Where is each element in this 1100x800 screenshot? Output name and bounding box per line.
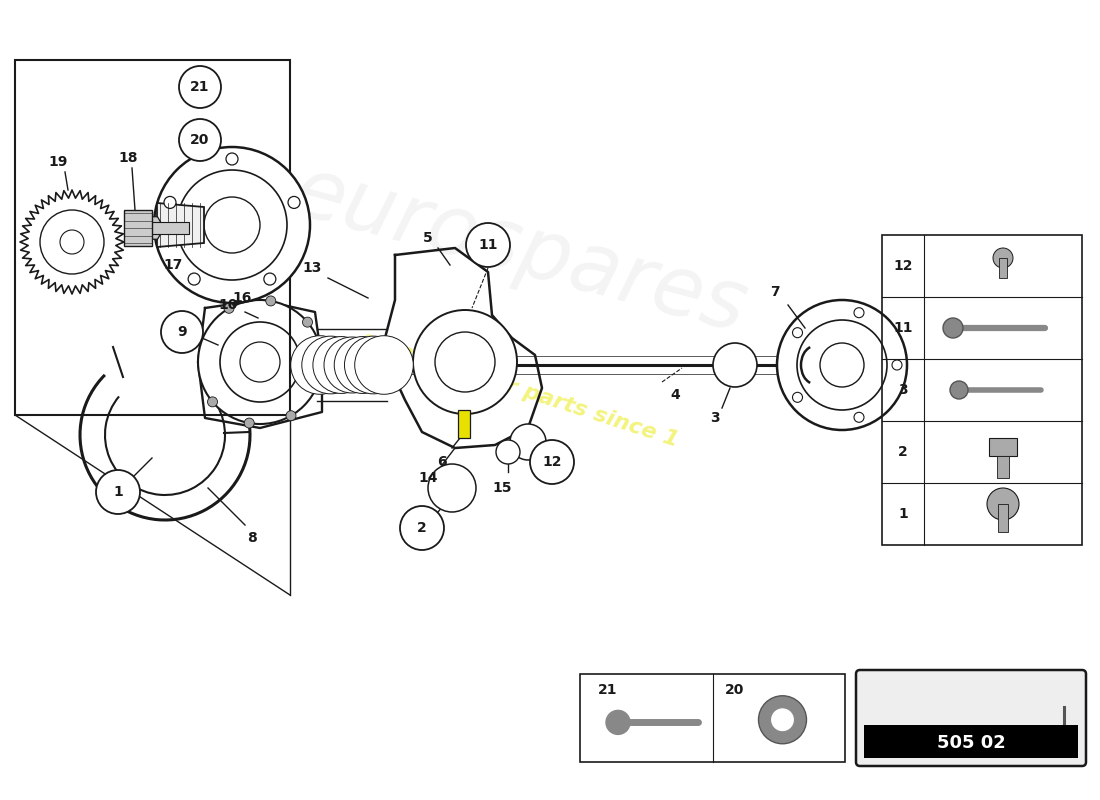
Circle shape (943, 318, 962, 338)
Circle shape (496, 440, 520, 464)
Circle shape (164, 197, 176, 209)
Text: 11: 11 (478, 238, 497, 252)
Circle shape (224, 303, 234, 314)
Circle shape (198, 300, 322, 424)
Circle shape (344, 336, 403, 394)
Bar (998, 504, 1008, 532)
Circle shape (334, 337, 392, 394)
Circle shape (302, 317, 312, 327)
Text: 17: 17 (163, 258, 183, 272)
Circle shape (208, 397, 218, 407)
Circle shape (220, 322, 300, 402)
Circle shape (510, 424, 546, 460)
Circle shape (820, 343, 864, 387)
Bar (151, 222, 189, 234)
Text: 10: 10 (218, 298, 238, 312)
FancyBboxPatch shape (856, 670, 1086, 766)
Circle shape (950, 381, 968, 399)
Text: 1: 1 (898, 507, 907, 521)
Text: 21: 21 (598, 683, 617, 697)
Circle shape (40, 210, 104, 274)
Circle shape (798, 320, 887, 410)
Circle shape (892, 360, 902, 370)
Text: 4: 4 (670, 388, 680, 402)
Circle shape (434, 332, 495, 392)
Bar (580, 674, 845, 762)
Text: 14: 14 (418, 471, 438, 485)
Text: 1: 1 (113, 485, 123, 499)
Circle shape (759, 696, 806, 744)
Text: 18: 18 (119, 151, 138, 165)
Circle shape (154, 147, 310, 303)
Circle shape (354, 336, 414, 394)
Text: 7: 7 (770, 285, 780, 299)
Polygon shape (138, 217, 164, 239)
Circle shape (777, 300, 907, 430)
Circle shape (530, 440, 574, 484)
Circle shape (288, 197, 300, 209)
Circle shape (854, 308, 864, 318)
Circle shape (324, 337, 380, 393)
Circle shape (993, 248, 1013, 268)
Text: 12: 12 (893, 259, 913, 273)
Circle shape (244, 418, 254, 428)
Circle shape (466, 223, 510, 267)
Circle shape (177, 170, 287, 280)
Text: 16: 16 (232, 291, 252, 305)
Text: a passion for parts since 1: a passion for parts since 1 (359, 329, 681, 451)
Circle shape (179, 66, 221, 108)
Circle shape (792, 328, 803, 338)
Text: 8: 8 (248, 531, 257, 545)
Text: 21: 21 (190, 80, 210, 94)
Circle shape (240, 342, 280, 382)
Circle shape (987, 488, 1019, 520)
Circle shape (312, 337, 370, 394)
Circle shape (179, 119, 221, 161)
Circle shape (161, 311, 204, 353)
Bar (864, 725, 1078, 758)
Bar (999, 258, 1007, 278)
Text: 3: 3 (711, 411, 719, 425)
Text: 5: 5 (424, 231, 433, 245)
Text: 15: 15 (492, 481, 512, 495)
Circle shape (854, 412, 864, 422)
Bar (15, 60, 290, 415)
Circle shape (188, 273, 200, 285)
Circle shape (96, 470, 140, 514)
Circle shape (713, 343, 757, 387)
Bar (882, 235, 1082, 545)
Text: 2: 2 (417, 521, 427, 535)
Text: 13: 13 (302, 261, 321, 275)
Circle shape (286, 410, 296, 421)
Bar (124, 210, 152, 246)
Text: 11: 11 (893, 321, 913, 335)
Circle shape (770, 708, 794, 732)
Circle shape (226, 153, 238, 165)
Text: 3: 3 (899, 383, 907, 397)
Circle shape (290, 336, 350, 394)
Text: 2: 2 (898, 445, 907, 459)
Circle shape (204, 197, 260, 253)
Bar (458, 410, 470, 438)
Polygon shape (157, 203, 204, 247)
Circle shape (428, 464, 476, 512)
Circle shape (412, 310, 517, 414)
Circle shape (792, 392, 803, 402)
Text: eurospares: eurospares (285, 150, 756, 350)
Text: 20: 20 (190, 133, 210, 147)
Bar (989, 438, 1018, 456)
Bar (997, 456, 1009, 478)
Text: 19: 19 (48, 155, 68, 169)
Text: 12: 12 (542, 455, 562, 469)
Circle shape (301, 336, 360, 394)
Circle shape (400, 506, 444, 550)
Text: 505 02: 505 02 (936, 734, 1005, 752)
Circle shape (606, 710, 630, 734)
Circle shape (60, 230, 84, 254)
Circle shape (266, 296, 276, 306)
Circle shape (264, 273, 276, 285)
Text: 9: 9 (177, 325, 187, 339)
Text: 6: 6 (437, 455, 447, 469)
Text: 20: 20 (725, 683, 744, 697)
